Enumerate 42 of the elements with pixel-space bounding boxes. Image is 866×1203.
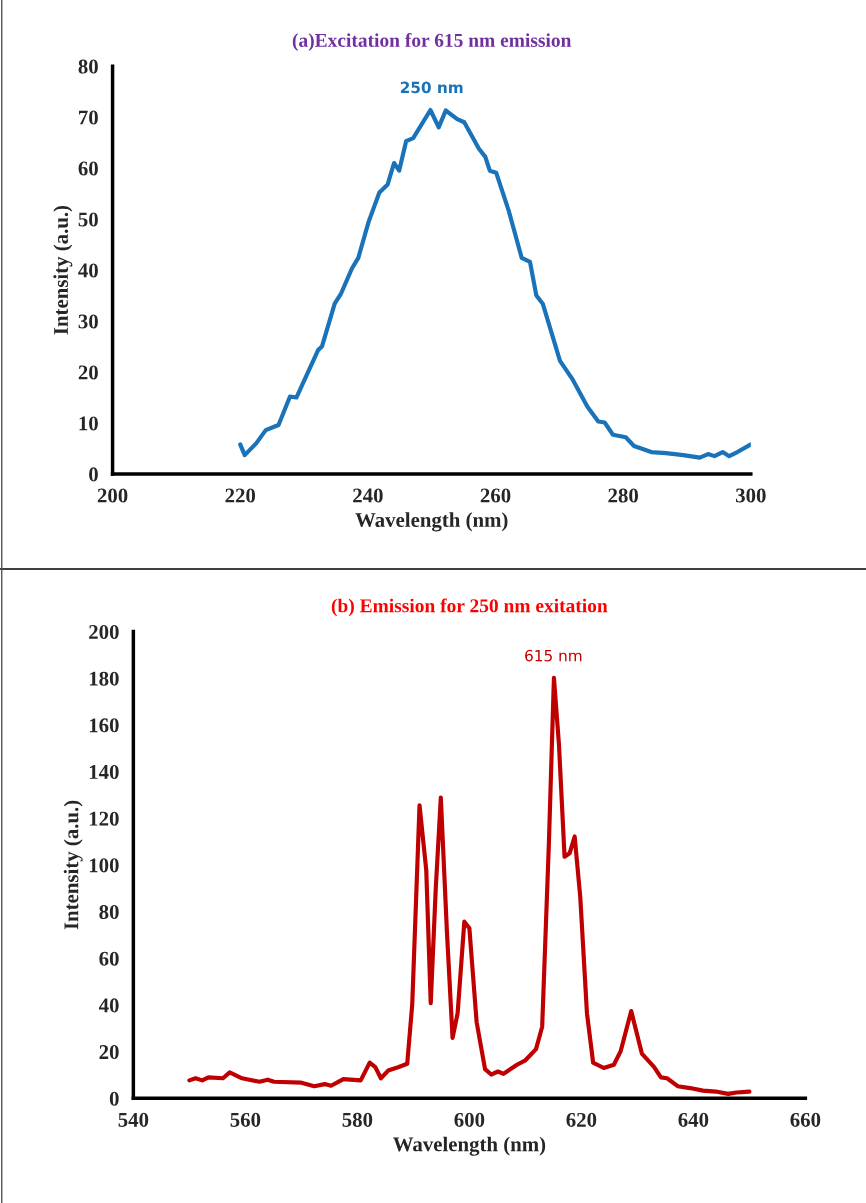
y-tick-label: 70 (79, 110, 98, 125)
y-tick-label: 40 (78, 263, 98, 278)
line-series (238, 107, 751, 460)
y-tick-label: 160 (89, 718, 119, 733)
chart-title: (a)Excitation for 615 nm emission (292, 33, 572, 51)
x-tick-label: 260 (480, 488, 511, 503)
x-tick-label: 560 (230, 1112, 261, 1127)
y-tick-label: 180 (89, 671, 119, 686)
y-tick-label: 60 (99, 951, 119, 966)
y-tick-label: 80 (78, 59, 98, 74)
x-axis-title: Wavelength (nm) (392, 1136, 546, 1156)
x-tick-label: 280 (608, 488, 638, 503)
y-tick-label: 0 (109, 1091, 119, 1106)
x-tick-label: 540 (118, 1112, 149, 1127)
x-tick-label: 300 (735, 488, 766, 503)
y-tick-label: 140 (89, 764, 119, 780)
x-tick-label: 600 (454, 1112, 485, 1127)
y-tick-label: 80 (99, 905, 119, 920)
annotation: 250 nm (400, 81, 463, 94)
x-tick-label: 240 (353, 488, 383, 503)
chart-title: (b) Emission for 250 nm exitation (331, 598, 608, 617)
y-tick-label: 100 (89, 858, 119, 873)
annotation: 615 nm (525, 649, 582, 662)
y-tick-label: 30 (78, 314, 98, 329)
x-tick-label: 660 (790, 1112, 821, 1127)
x-tick-label: 220 (225, 488, 256, 503)
y-axis-title: Intensity (a.u.) (63, 800, 83, 930)
y-tick-label: 40 (98, 998, 119, 1013)
x-tick-label: 620 (566, 1112, 597, 1127)
line-series (187, 675, 752, 1096)
y-tick-label: 20 (78, 365, 98, 380)
y-tick-label: 60 (78, 161, 98, 176)
y-tick-label: 200 (89, 624, 119, 640)
y-axis-title: Intensity (a.u.) (53, 205, 73, 335)
y-tick-label: 50 (78, 212, 98, 227)
x-tick-label: 640 (678, 1112, 709, 1127)
x-axis-title: Wavelength (nm) (355, 512, 508, 532)
y-tick-label: 20 (99, 1045, 119, 1060)
x-tick-label: 580 (342, 1112, 373, 1127)
y-tick-label: 120 (89, 811, 119, 826)
y-tick-label: 0 (89, 467, 98, 482)
y-tick-label: 10 (79, 416, 98, 431)
